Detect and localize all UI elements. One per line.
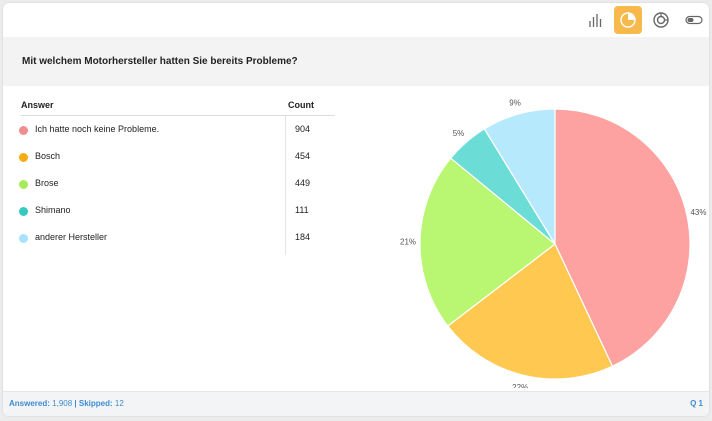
pie-slice[interactable] — [554, 108, 691, 367]
answer-label: Ich hatte noch keine Probleme. — [35, 124, 160, 134]
question-header: Mit welchem Motorhersteller hatten Sie b… — [3, 37, 709, 86]
slice-percent-label: 21% — [400, 237, 416, 246]
column-divider — [285, 115, 286, 255]
pie-slice[interactable] — [483, 108, 556, 247]
answer-label: Brose — [35, 178, 59, 188]
bar-chart-button[interactable] — [581, 6, 609, 34]
toggle-icon — [685, 15, 703, 25]
legend-swatch — [19, 153, 28, 162]
header-divider — [21, 115, 335, 116]
slice-percent-label: 22% — [512, 383, 528, 388]
table-row: Bosch 454 — [3, 144, 338, 171]
answer-count: 449 — [295, 178, 311, 188]
answer-count: 454 — [295, 151, 311, 161]
answered-label: Answered: — [9, 399, 50, 408]
table-row: Ich hatte noch keine Probleme. 904 — [3, 117, 338, 144]
answer-count: 904 — [295, 124, 311, 134]
answered-count: 1,908 — [52, 399, 73, 408]
donut-chart-icon — [653, 12, 669, 28]
pie-slice[interactable] — [446, 243, 614, 380]
table-row: Shimano 111 — [3, 198, 338, 225]
table-row: Brose 449 — [3, 171, 338, 198]
donut-chart-button[interactable] — [647, 6, 675, 34]
pie-slice[interactable] — [419, 157, 556, 327]
legend-swatch — [19, 207, 28, 216]
legend-swatch — [19, 126, 28, 135]
legend-swatch — [19, 234, 28, 243]
pie-chart-icon — [620, 12, 636, 28]
display-toggle-button[interactable] — [680, 6, 708, 34]
answer-label: anderer Hersteller — [35, 232, 108, 242]
pie-chart: 43% 22% 21% 5% 9% — [400, 99, 706, 388]
table-row: anderer Hersteller 184 — [3, 225, 338, 252]
summary-footer: Answered: 1,908 | Skipped: 12 Q 1 — [3, 391, 709, 416]
slice-percent-label: 5% — [453, 129, 465, 138]
answer-column-header: Answer — [21, 100, 54, 110]
answer-count: 111 — [295, 205, 309, 215]
pie-chart-button[interactable] — [614, 6, 642, 34]
slice-percent-label: 43% — [690, 208, 706, 217]
chart-type-toolbar — [3, 3, 709, 37]
skipped-count: 12 — [114, 399, 124, 408]
answer-count: 184 — [295, 232, 311, 242]
bar-chart-icon — [589, 14, 602, 27]
answer-label: Bosch — [35, 151, 61, 161]
question-title: Mit welchem Motorhersteller hatten Sie b… — [22, 56, 298, 67]
count-column-header: Count — [288, 100, 314, 110]
question-number: Q 1 — [690, 399, 703, 408]
skipped-label: Skipped: — [78, 399, 113, 408]
summary-separator: | — [74, 399, 77, 408]
answer-label: Shimano — [35, 205, 71, 215]
survey-result-card: Mit welchem Motorhersteller hatten Sie b… — [3, 3, 709, 416]
slice-percent-label: 9% — [509, 99, 521, 108]
response-summary: Answered: 1,908 | Skipped: 12 — [9, 399, 124, 408]
legend-swatch — [19, 180, 28, 189]
